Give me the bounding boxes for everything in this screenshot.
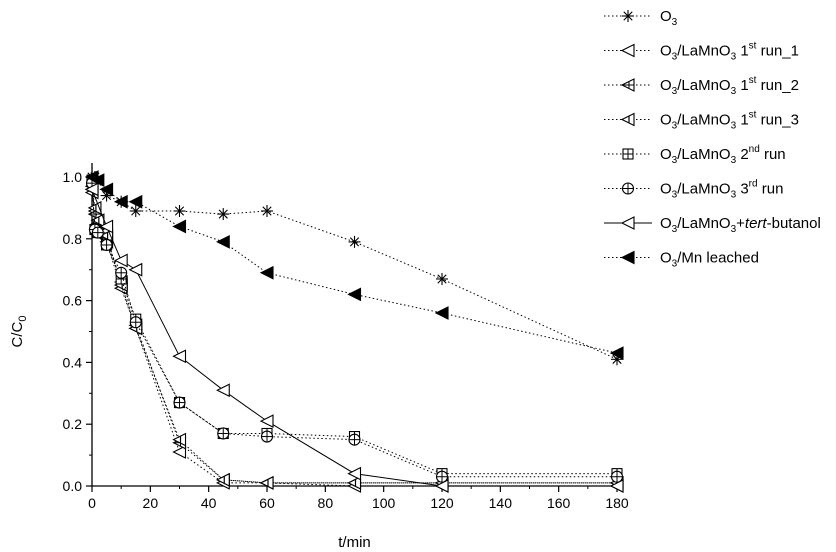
data-point xyxy=(172,219,187,234)
data-point xyxy=(610,470,624,483)
x-tick-label: 100 xyxy=(372,495,396,511)
data-point xyxy=(173,204,186,217)
y-tick-label: 0.8 xyxy=(63,231,83,247)
data-point xyxy=(216,235,230,249)
x-tick-label: 160 xyxy=(547,495,571,511)
x-tick-label: 60 xyxy=(259,495,275,511)
data-point xyxy=(620,43,635,58)
data-point xyxy=(620,250,635,265)
data-point xyxy=(216,383,230,398)
series-6 xyxy=(85,177,624,483)
legend-entry: O3/LaMnO3 2nd run xyxy=(604,144,786,166)
x-tick-label: 80 xyxy=(318,495,334,511)
data-point xyxy=(620,78,635,92)
data-point xyxy=(347,287,362,302)
legend-label: O3/LaMnO3 3rd run xyxy=(660,179,783,201)
series-layer xyxy=(84,170,624,493)
x-tick-label: 140 xyxy=(489,495,513,511)
data-point xyxy=(217,208,230,221)
data-point xyxy=(434,479,449,493)
x-tick-label: 0 xyxy=(88,495,96,511)
data-point xyxy=(609,346,624,361)
series-7 xyxy=(84,182,624,493)
series-8 xyxy=(84,170,624,361)
data-point xyxy=(113,253,128,268)
legend-entry: O3/LaMnO3 1st run_2 xyxy=(604,75,799,97)
data-point xyxy=(100,238,113,252)
legend-label: O3/LaMnO3+tert-butanol xyxy=(660,215,821,235)
series-line xyxy=(91,176,618,354)
data-point xyxy=(347,476,362,490)
data-point xyxy=(348,235,361,248)
x-tick-label: 20 xyxy=(143,495,159,511)
data-point xyxy=(128,262,143,277)
series-line xyxy=(91,183,617,478)
data-point xyxy=(620,216,635,230)
legend-label: O3/LaMnO3 1st run_2 xyxy=(660,75,799,97)
data-point xyxy=(217,427,230,440)
y-tick-label: 0.4 xyxy=(63,354,83,370)
data-point xyxy=(172,445,187,459)
x-tick-label: 180 xyxy=(605,495,629,511)
series-line xyxy=(91,180,617,475)
data-point xyxy=(259,265,274,280)
legend-label: O3/LaMnO3 1st run_1 xyxy=(660,41,799,63)
data-point xyxy=(620,112,635,127)
x-axis-title: t/min xyxy=(338,534,371,551)
x-tick-label: 40 xyxy=(201,495,217,511)
series-line xyxy=(91,192,617,487)
data-point xyxy=(435,470,449,483)
legend-entry: O3/LaMnO3 1st run_1 xyxy=(604,41,799,63)
data-point xyxy=(84,182,99,197)
data-point xyxy=(347,466,362,481)
data-point xyxy=(115,266,128,279)
series-line xyxy=(92,176,618,360)
series-1 xyxy=(86,171,623,366)
series-5 xyxy=(86,174,623,480)
data-point xyxy=(172,349,187,364)
legend-entry: O3/LaMnO3+tert-butanol xyxy=(604,215,821,235)
data-point xyxy=(259,476,274,490)
data-point xyxy=(621,182,635,195)
data-point xyxy=(216,472,230,487)
legend-label: O3/LaMnO3 1st run_3 xyxy=(660,110,799,132)
data-point xyxy=(172,432,187,447)
legend-entry: O3 xyxy=(604,8,678,28)
legend-entry: O3/LaMnO3 1st run_3 xyxy=(604,110,799,132)
data-point xyxy=(261,204,273,217)
y-tick-label: 0.6 xyxy=(63,293,83,309)
data-point xyxy=(259,414,274,428)
data-point xyxy=(434,306,449,320)
series-2 xyxy=(84,185,624,493)
legend-entry: O3/Mn leached xyxy=(604,250,759,270)
y-axis-title: C/C0 xyxy=(9,316,29,348)
legend-label: O3/LaMnO3 2nd run xyxy=(660,144,786,166)
data-point xyxy=(128,194,143,209)
data-point xyxy=(99,182,114,197)
data-point xyxy=(622,10,634,22)
data-point xyxy=(436,272,448,285)
legend-label: O3/Mn leached xyxy=(660,250,759,270)
y-tick-label: 1.0 xyxy=(63,169,83,185)
data-point xyxy=(99,219,114,234)
data-point xyxy=(129,316,142,329)
data-point xyxy=(91,226,104,239)
data-point xyxy=(90,173,105,187)
x-tick-label: 120 xyxy=(430,495,454,511)
legend-entry: O3/LaMnO3 3rd run xyxy=(604,179,783,201)
data-point xyxy=(260,430,274,443)
data-point xyxy=(609,479,624,493)
data-point xyxy=(129,204,142,217)
data-point xyxy=(113,194,128,209)
y-tick-label: 0.2 xyxy=(63,416,83,432)
data-point xyxy=(348,433,361,446)
y-tick-label: 0.0 xyxy=(63,478,83,494)
legend-label: O3 xyxy=(660,8,678,28)
legend: O3 O3/LaMnO3 1st run_1 O3/LaMnO3 1st run_2… xyxy=(604,8,821,270)
series-line xyxy=(91,189,617,487)
data-point xyxy=(173,396,186,409)
data-point xyxy=(622,148,634,160)
